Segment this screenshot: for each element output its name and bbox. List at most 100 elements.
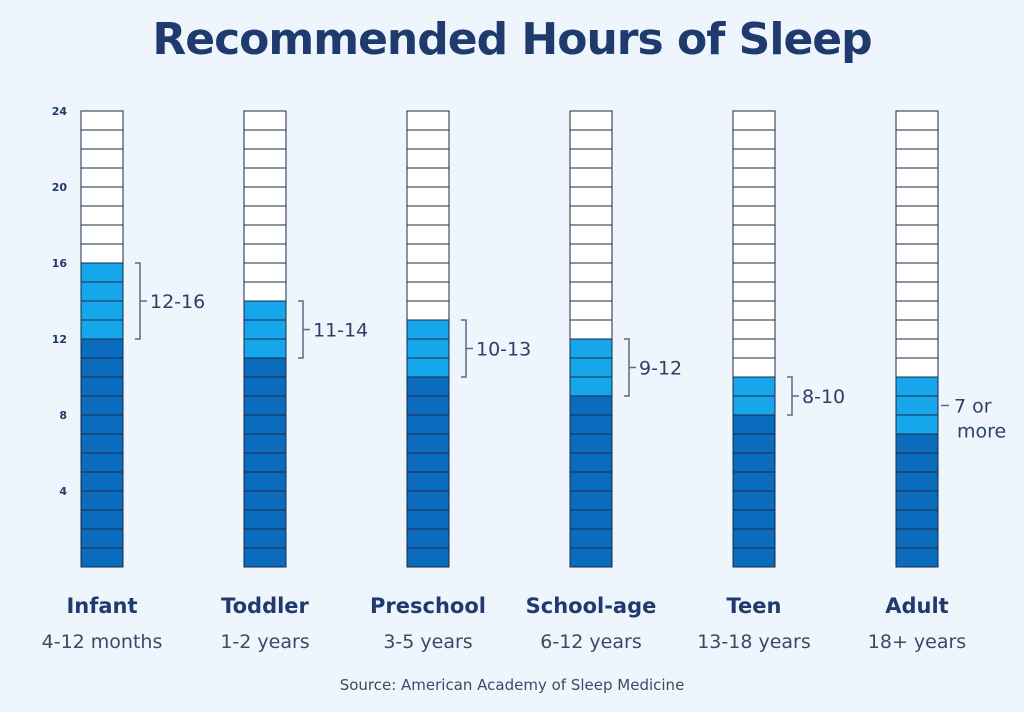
bar-cell [243, 509, 287, 530]
bar-cell [895, 148, 939, 169]
range-bracket [135, 262, 141, 340]
bar-cell [895, 281, 939, 302]
bar-cell [80, 452, 124, 473]
bar-cell [80, 224, 124, 245]
bar-cell [406, 262, 450, 283]
range-bracket [624, 338, 630, 397]
bar-cell [80, 414, 124, 435]
bar-cell [732, 547, 776, 568]
category-age-label: 6-12 years [540, 631, 641, 653]
bar-cell [895, 167, 939, 188]
bar-cell [569, 547, 613, 568]
y-tick-label: 12 [52, 333, 67, 346]
bar-cell [895, 319, 939, 340]
bar-cell [80, 338, 124, 359]
range-label: 7 or [954, 396, 992, 418]
bar-cell [243, 528, 287, 549]
range-bracket [298, 300, 304, 359]
bar-cell [243, 167, 287, 188]
category-age-label: 3-5 years [383, 631, 472, 653]
bar-cell [243, 281, 287, 302]
bar-cell [569, 528, 613, 549]
bar-cell [569, 129, 613, 150]
bar-cell [569, 414, 613, 435]
bar-cell [895, 528, 939, 549]
bar-cell [732, 224, 776, 245]
bar-cell [80, 110, 124, 131]
bar-cell [406, 547, 450, 568]
category-label: Adult [885, 594, 948, 618]
bar-cell [243, 547, 287, 568]
bar-cell [406, 471, 450, 492]
bar-cell [732, 129, 776, 150]
bar-cell [243, 357, 287, 378]
bar-cell [80, 186, 124, 207]
bar-cell [732, 186, 776, 207]
bar-cell [406, 148, 450, 169]
bar-cell [569, 243, 613, 264]
bar-cell [406, 319, 450, 340]
bar-cell [80, 433, 124, 454]
bar-cell [406, 281, 450, 302]
bar-cell [732, 243, 776, 264]
bar-cell [80, 129, 124, 150]
bar-cell [80, 148, 124, 169]
bar-cell [732, 490, 776, 511]
bar-cell [406, 338, 450, 359]
bar-cell [732, 319, 776, 340]
bar-cell [569, 186, 613, 207]
chart-title: Recommended Hours of Sleep [152, 14, 872, 65]
bar-cell [569, 433, 613, 454]
bar-cell [243, 395, 287, 416]
bar-cell [80, 262, 124, 283]
bar-cell [243, 129, 287, 150]
bar-cell [569, 357, 613, 378]
bar-cell [406, 433, 450, 454]
bar-cell [732, 110, 776, 131]
bar-cell [80, 490, 124, 511]
bar-cell [243, 186, 287, 207]
bar-cell [80, 395, 124, 416]
category-age-label: 1-2 years [220, 631, 309, 653]
bar-cell [895, 110, 939, 131]
bar-cell [80, 281, 124, 302]
bar-cell [406, 224, 450, 245]
bar-cell [732, 528, 776, 549]
bar-cell [243, 376, 287, 397]
bar-cell [406, 490, 450, 511]
bar-cell [406, 186, 450, 207]
bar-cell [406, 452, 450, 473]
bar-cell [80, 243, 124, 264]
bar-cell [406, 243, 450, 264]
bar-cell [895, 471, 939, 492]
bar-cell [732, 376, 776, 397]
bar-cell [895, 433, 939, 454]
bar-cell [243, 300, 287, 321]
bar-cell [895, 376, 939, 397]
category-label: School-age [526, 594, 657, 618]
bar-cell [569, 300, 613, 321]
bar-cell [243, 205, 287, 226]
range-bracket [461, 319, 467, 378]
bar-cell [80, 300, 124, 321]
bar-cell [732, 167, 776, 188]
range-label: 11-14 [313, 320, 368, 342]
bar-cell [569, 262, 613, 283]
bar-cell [406, 167, 450, 188]
category-age-label: 13-18 years [697, 631, 811, 653]
bar-cell [732, 414, 776, 435]
bar-cell [80, 357, 124, 378]
y-tick-label: 16 [52, 257, 68, 270]
range-label: 9-12 [639, 358, 682, 380]
bar-cell [243, 224, 287, 245]
bar-cell [895, 224, 939, 245]
bar-cell [569, 110, 613, 131]
bar-cell [243, 471, 287, 492]
bar-cell [732, 509, 776, 530]
bar-cell [406, 129, 450, 150]
category-label: Infant [66, 594, 137, 618]
bar-cell [569, 490, 613, 511]
range-bracket [787, 376, 793, 416]
bar-cell [895, 509, 939, 530]
